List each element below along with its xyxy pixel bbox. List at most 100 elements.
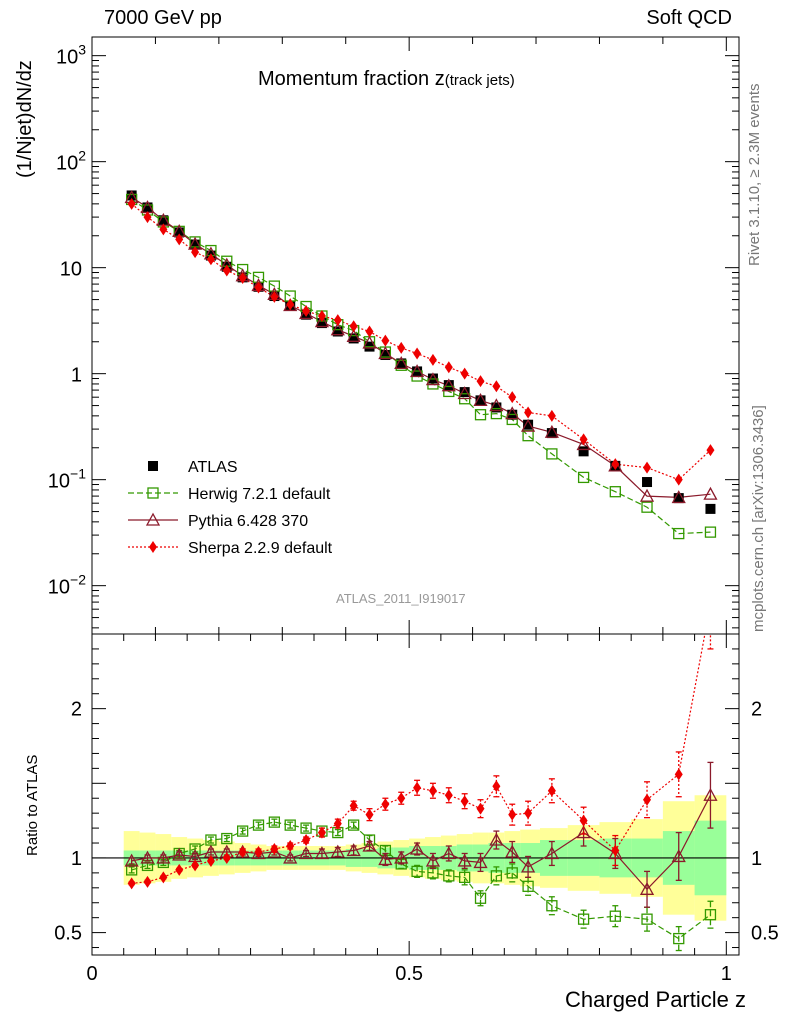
main-line-sherpa bbox=[131, 203, 711, 481]
ratio-y-tick-label-right: 1 bbox=[751, 848, 762, 870]
ratio-point-sherpa bbox=[547, 784, 556, 797]
ratio-point-sherpa bbox=[302, 834, 311, 847]
main-point-sherpa bbox=[254, 281, 263, 294]
ratio-point-pythia bbox=[156, 850, 171, 864]
main-point-pythia bbox=[394, 356, 409, 370]
ratio-point-herwig bbox=[125, 864, 138, 876]
x-axis-label: Charged Particle z bbox=[565, 987, 746, 1012]
main-point-atlas bbox=[705, 503, 716, 514]
main-point-atlas bbox=[491, 402, 502, 413]
ratio-y-tick-label-left: 2 bbox=[71, 699, 82, 721]
main-point-sherpa bbox=[365, 325, 374, 338]
ratio-point-pythia bbox=[544, 846, 559, 860]
ratio-point-pythia bbox=[298, 846, 314, 860]
ratio-point-pythia bbox=[425, 853, 441, 867]
ratio-point-pythia bbox=[473, 855, 488, 869]
main-y-tick-label: 10−1 bbox=[48, 466, 86, 493]
main-point-pythia bbox=[671, 490, 686, 504]
ratio-point-sherpa bbox=[286, 840, 295, 853]
main-point-sherpa bbox=[413, 347, 422, 360]
ratio-point-sherpa bbox=[492, 780, 501, 793]
ratio-point-pythia bbox=[489, 832, 504, 846]
main-point-sherpa bbox=[206, 253, 215, 266]
ratio-point-herwig bbox=[474, 892, 487, 904]
main-point-sherpa bbox=[706, 444, 715, 457]
main-point-pythia bbox=[703, 486, 718, 500]
ratio-point-pythia bbox=[576, 825, 591, 839]
ratio-x-tick-label: 0 bbox=[86, 963, 97, 985]
ratio-point-sherpa bbox=[508, 808, 517, 821]
ratio-point-pythia bbox=[362, 838, 377, 852]
main-point-atlas bbox=[443, 380, 454, 391]
analysis-id: ATLAS_2011_I919017 bbox=[336, 591, 466, 606]
plot-title-text: Momentum fraction bbox=[258, 68, 430, 90]
main-y-tick-label: 1 bbox=[71, 365, 82, 387]
ratio-point-pythia bbox=[457, 853, 472, 867]
ratio-point-sherpa bbox=[706, 598, 714, 610]
ratio-point-herwig bbox=[252, 819, 265, 831]
plot-title-symbol: z bbox=[434, 68, 445, 90]
main-point-pythia bbox=[346, 328, 361, 342]
ratio-point-herwig bbox=[443, 870, 455, 882]
ratio-point-sherpa bbox=[397, 792, 406, 805]
ratio-point-pythia bbox=[378, 852, 393, 866]
ratio-point-pythia bbox=[441, 846, 456, 860]
ratio-point-herwig bbox=[577, 913, 590, 925]
main-point-sherpa bbox=[317, 309, 326, 322]
ratio-point-herwig bbox=[236, 825, 249, 837]
main-point-atlas bbox=[174, 227, 185, 238]
main-point-pythia bbox=[505, 406, 520, 420]
ratio-point-pythia bbox=[703, 787, 718, 801]
ratio-point-sherpa bbox=[333, 817, 342, 830]
main-y-tick-label: 10−2 bbox=[48, 572, 86, 599]
main-point-sherpa bbox=[286, 298, 295, 311]
main-point-pythia bbox=[362, 335, 377, 349]
ratio-point-herwig bbox=[490, 870, 503, 882]
main-point-pythia bbox=[576, 437, 591, 451]
ratio-point-sherpa bbox=[413, 781, 422, 794]
main-point-atlas bbox=[673, 493, 684, 504]
legend-marker bbox=[147, 487, 159, 499]
ratio-y-tick-label-right: 2 bbox=[751, 699, 762, 721]
main-point-sherpa bbox=[222, 264, 231, 277]
main-point-sherpa bbox=[349, 320, 358, 333]
main-y-tick-label: 10 bbox=[60, 259, 82, 281]
main-point-sherpa bbox=[643, 461, 652, 474]
ratio-point-sherpa bbox=[524, 807, 533, 820]
ratio-point-sherpa bbox=[317, 826, 326, 839]
ratio-point-pythia bbox=[172, 847, 187, 861]
ratio-point-herwig bbox=[268, 816, 281, 828]
main-point-sherpa bbox=[175, 233, 184, 246]
ratio-point-sherpa bbox=[238, 845, 247, 858]
ratio-line-herwig bbox=[131, 821, 711, 940]
ratio-point-pythia bbox=[409, 841, 425, 855]
ratio-point-herwig bbox=[673, 932, 685, 945]
main-point-atlas bbox=[316, 318, 327, 329]
plot-title-subscript: (track jets) bbox=[444, 72, 515, 89]
main-point-atlas bbox=[380, 350, 391, 361]
ratio-point-sherpa bbox=[674, 768, 683, 781]
legend-marker bbox=[145, 512, 161, 526]
main-point-sherpa bbox=[508, 391, 517, 404]
ratio-point-sherpa bbox=[643, 793, 652, 806]
ratio-y-tick-label-left: 0.5 bbox=[54, 923, 82, 945]
ratio-point-sherpa bbox=[476, 802, 485, 815]
ratio-point-pythia bbox=[671, 849, 686, 863]
ratio-point-pythia bbox=[639, 881, 655, 895]
ratio-y-tick-label-left: 1 bbox=[71, 848, 82, 870]
legend-label: Herwig 7.2.1 default bbox=[188, 486, 331, 503]
legend: ATLAS Herwig 7.2.1 default Pythia 6.428 37… bbox=[128, 459, 333, 557]
ratio-point-sherpa bbox=[381, 798, 390, 811]
ratio-point-herwig bbox=[300, 822, 312, 834]
ratio-point-pythia bbox=[505, 844, 520, 858]
legend-label: Sherpa 2.2.9 default bbox=[188, 540, 333, 557]
main-point-pythia bbox=[639, 488, 655, 502]
main-point-sherpa bbox=[524, 406, 533, 419]
main-point-atlas bbox=[523, 419, 534, 430]
main-point-herwig bbox=[673, 527, 685, 540]
main-point-sherpa bbox=[579, 433, 588, 446]
main-point-atlas bbox=[578, 446, 589, 457]
main-point-sherpa bbox=[381, 334, 390, 347]
main-point-pythia bbox=[378, 346, 393, 360]
